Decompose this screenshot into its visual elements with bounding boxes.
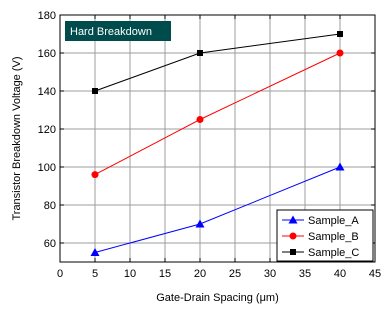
annotation-text: Hard Breakdown	[70, 26, 152, 38]
y-tick-label: 100	[38, 162, 56, 174]
x-tick-label: 5	[92, 268, 98, 280]
y-tick-label: 120	[38, 124, 56, 136]
x-tick-label: 20	[194, 268, 206, 280]
plot-frame	[59, 14, 376, 263]
series-sample-b	[91, 49, 344, 179]
series-line	[94, 52, 341, 176]
annotation-background	[65, 21, 171, 41]
legend-marker	[289, 232, 297, 240]
series-sample-a	[90, 162, 345, 256]
y-tick-label: 80	[44, 200, 56, 212]
x-tick-label: 40	[334, 268, 346, 280]
x-tick-label: 15	[159, 268, 171, 280]
legend-label: Sample_B	[308, 231, 359, 243]
annotation-box: Hard Breakdown	[65, 21, 171, 41]
series-sample-c	[92, 31, 343, 94]
data-point	[335, 162, 345, 171]
data-point	[197, 50, 203, 56]
series-line	[94, 33, 341, 92]
legend-label: Sample_C	[308, 247, 359, 259]
x-tick-label: 35	[299, 268, 311, 280]
x-tick-label: 10	[124, 268, 136, 280]
axis-ticks: 0 5 10 15 20 25 30 35 40 45 60 80 100 120 140 160 180	[38, 10, 381, 280]
data-point	[92, 88, 98, 94]
x-tick-label: 30	[264, 268, 276, 280]
x-tick-label: 0	[57, 268, 63, 280]
x-tick-label: 25	[229, 268, 241, 280]
legend-marker	[290, 249, 296, 255]
x-tick-label: 45	[369, 268, 381, 280]
y-tick-label: 60	[44, 238, 56, 250]
legend: Sample_A Sample_B Sample_C	[276, 209, 374, 262]
legend-marker	[288, 215, 298, 224]
series-layer	[90, 31, 345, 256]
y-tick-label: 140	[38, 86, 56, 98]
y-tick-label: 180	[38, 10, 56, 22]
y-axis-label: Transistor Breakdown Voltage (V)	[11, 56, 23, 220]
y-tick-label: 160	[38, 48, 56, 60]
x-axis-label: Gate-Drain Spacing (μm)	[156, 292, 279, 304]
data-point	[196, 116, 204, 123]
data-point	[90, 248, 100, 256]
grid	[60, 15, 375, 262]
data-point	[336, 49, 344, 57]
data-point	[337, 31, 343, 37]
data-point	[195, 219, 205, 228]
legend-label: Sample_A	[308, 215, 359, 227]
data-point	[91, 171, 99, 179]
